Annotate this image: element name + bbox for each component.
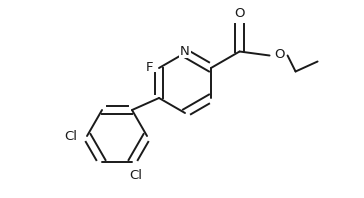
Text: Cl: Cl bbox=[64, 129, 78, 143]
Text: O: O bbox=[274, 48, 285, 61]
Text: O: O bbox=[234, 7, 245, 20]
Text: F: F bbox=[145, 61, 153, 73]
Text: Cl: Cl bbox=[130, 169, 143, 183]
Text: N: N bbox=[180, 45, 190, 57]
